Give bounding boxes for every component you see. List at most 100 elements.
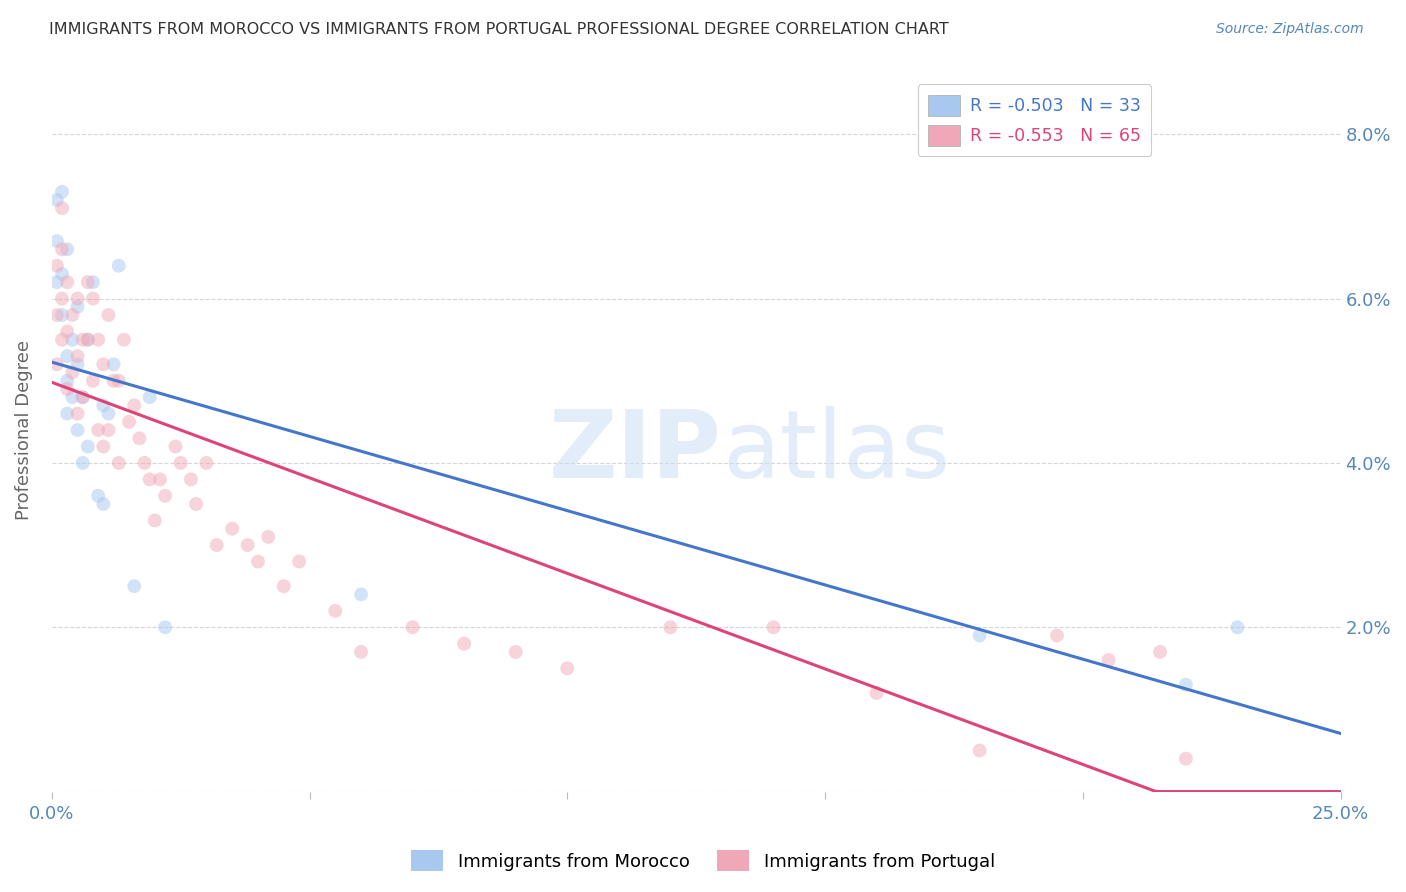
- Point: [169, 456, 191, 470]
- Point: [134, 456, 156, 470]
- Point: [221, 522, 243, 536]
- Point: [45, 308, 67, 322]
- Point: [66, 292, 89, 306]
- Point: [51, 267, 73, 281]
- Point: [149, 472, 172, 486]
- Point: [66, 357, 89, 371]
- Point: [453, 637, 475, 651]
- Point: [45, 357, 67, 371]
- Point: [555, 661, 578, 675]
- Point: [60, 390, 83, 404]
- Legend: Immigrants from Morocco, Immigrants from Portugal: Immigrants from Morocco, Immigrants from…: [404, 843, 1002, 879]
- Point: [76, 333, 98, 347]
- Point: [118, 415, 141, 429]
- Point: [205, 538, 228, 552]
- Point: [165, 440, 187, 454]
- Point: [91, 497, 114, 511]
- Point: [51, 308, 73, 322]
- Point: [51, 242, 73, 256]
- Point: [82, 275, 104, 289]
- Point: [1174, 678, 1197, 692]
- Point: [97, 308, 120, 322]
- Point: [143, 513, 166, 527]
- Point: [122, 398, 145, 412]
- Point: [1046, 628, 1069, 642]
- Point: [153, 620, 176, 634]
- Point: [87, 489, 110, 503]
- Point: [122, 579, 145, 593]
- Point: [91, 357, 114, 371]
- Point: [56, 374, 79, 388]
- Point: [659, 620, 682, 634]
- Point: [51, 185, 73, 199]
- Point: [66, 349, 89, 363]
- Point: [76, 333, 98, 347]
- Point: [66, 423, 89, 437]
- Point: [60, 366, 83, 380]
- Point: [969, 743, 991, 757]
- Point: [72, 390, 94, 404]
- Point: [45, 234, 67, 248]
- Point: [138, 472, 160, 486]
- Point: [350, 587, 373, 601]
- Point: [128, 431, 150, 445]
- Point: [51, 292, 73, 306]
- Point: [82, 374, 104, 388]
- Point: [72, 456, 94, 470]
- Point: [56, 275, 79, 289]
- Point: [97, 407, 120, 421]
- Point: [45, 193, 67, 207]
- Text: IMMIGRANTS FROM MOROCCO VS IMMIGRANTS FROM PORTUGAL PROFESSIONAL DEGREE CORRELAT: IMMIGRANTS FROM MOROCCO VS IMMIGRANTS FR…: [49, 22, 949, 37]
- Point: [60, 308, 83, 322]
- Point: [107, 259, 129, 273]
- Point: [91, 440, 114, 454]
- Point: [82, 292, 104, 306]
- Point: [195, 456, 218, 470]
- Point: [87, 423, 110, 437]
- Point: [865, 686, 887, 700]
- Text: atlas: atlas: [721, 406, 950, 498]
- Point: [107, 456, 129, 470]
- Point: [246, 555, 269, 569]
- Point: [184, 497, 207, 511]
- Point: [107, 374, 129, 388]
- Point: [350, 645, 373, 659]
- Point: [273, 579, 295, 593]
- Point: [87, 333, 110, 347]
- Point: [112, 333, 135, 347]
- Text: ZIP: ZIP: [548, 406, 721, 498]
- Point: [56, 382, 79, 396]
- Point: [76, 440, 98, 454]
- Point: [56, 407, 79, 421]
- Point: [76, 275, 98, 289]
- Point: [288, 555, 311, 569]
- Point: [323, 604, 346, 618]
- Point: [1097, 653, 1119, 667]
- Point: [103, 357, 125, 371]
- Legend: R = -0.503   N = 33, R = -0.553   N = 65: R = -0.503 N = 33, R = -0.553 N = 65: [918, 85, 1152, 156]
- Point: [56, 349, 79, 363]
- Point: [138, 390, 160, 404]
- Point: [969, 628, 991, 642]
- Point: [56, 325, 79, 339]
- Point: [72, 333, 94, 347]
- Y-axis label: Professional Degree: Professional Degree: [15, 340, 32, 520]
- Point: [60, 333, 83, 347]
- Point: [51, 333, 73, 347]
- Point: [72, 390, 94, 404]
- Point: [1149, 645, 1171, 659]
- Point: [66, 300, 89, 314]
- Point: [257, 530, 280, 544]
- Point: [97, 423, 120, 437]
- Point: [66, 407, 89, 421]
- Point: [56, 242, 79, 256]
- Point: [1226, 620, 1249, 634]
- Point: [103, 374, 125, 388]
- Point: [1174, 752, 1197, 766]
- Point: [236, 538, 259, 552]
- Point: [153, 489, 176, 503]
- Point: [91, 398, 114, 412]
- Point: [51, 201, 73, 215]
- Point: [45, 275, 67, 289]
- Point: [180, 472, 202, 486]
